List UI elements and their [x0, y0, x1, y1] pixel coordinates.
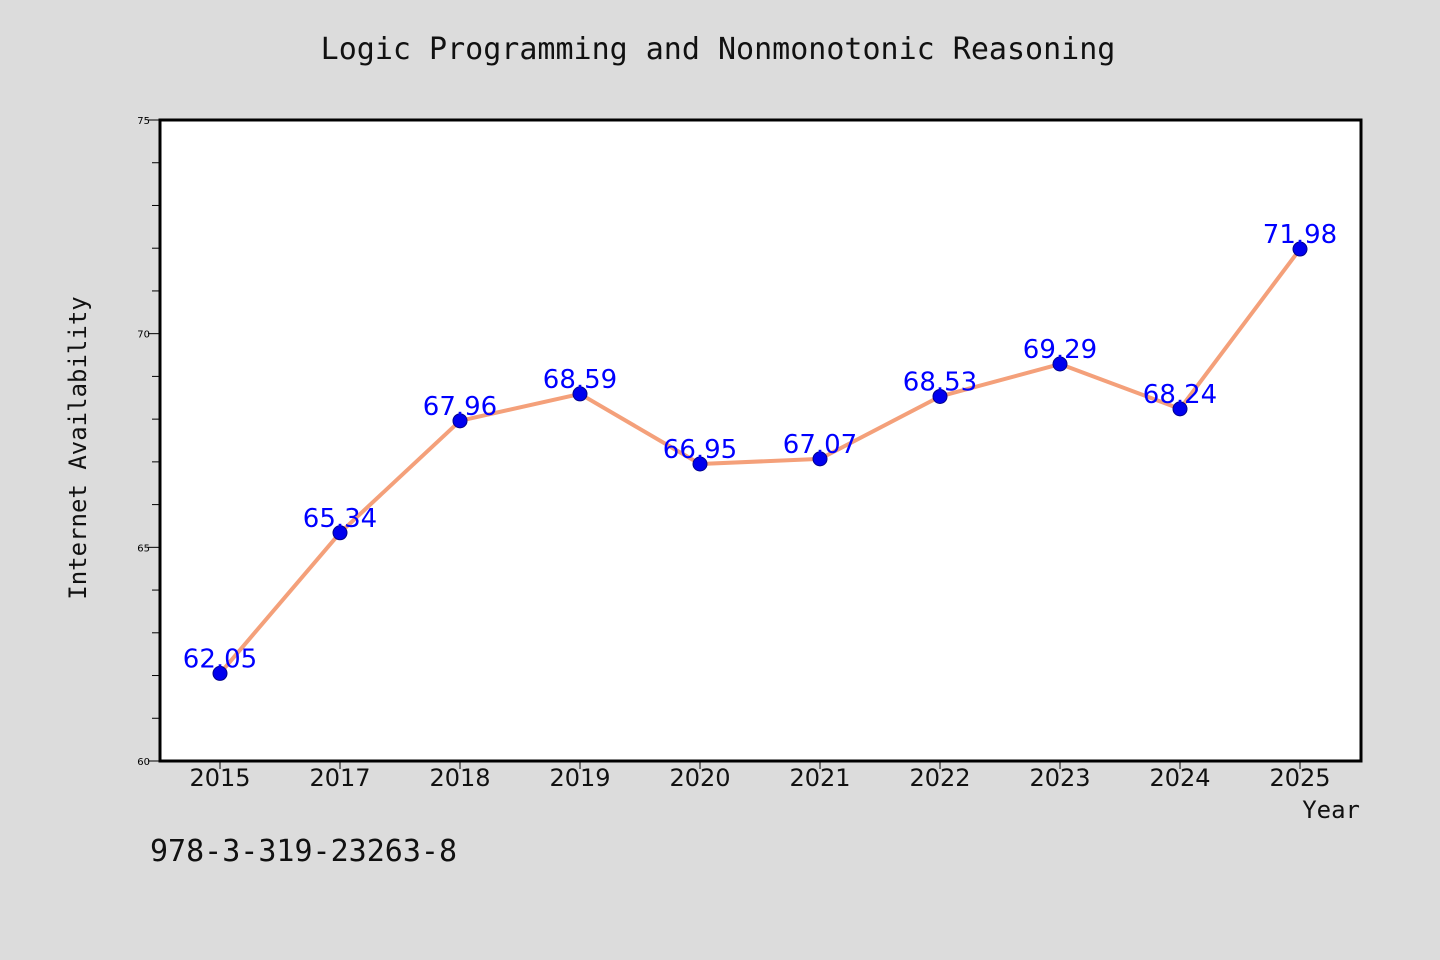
- data-label: 67.96: [423, 392, 497, 422]
- data-label: 68.53: [903, 367, 977, 397]
- y-tick-label: 75: [137, 116, 150, 127]
- data-label: 68.24: [1143, 380, 1217, 410]
- data-point: [812, 451, 828, 467]
- data-point: [932, 388, 948, 404]
- data-point: [1292, 241, 1308, 257]
- data-label: 68.59: [543, 365, 617, 395]
- x-axis-title: Year: [1302, 796, 1360, 824]
- x-tick-label: 2025: [1269, 764, 1330, 792]
- data-point: [332, 525, 348, 541]
- data-point: [572, 386, 588, 402]
- x-tick-label: 2024: [1149, 764, 1210, 792]
- isbn-note: 978-3-319-23263-8: [150, 834, 458, 869]
- data-label: 69.29: [1023, 335, 1097, 365]
- data-point: [452, 413, 468, 429]
- plot-area: [160, 120, 1361, 761]
- x-tick-label: 2017: [309, 764, 370, 792]
- x-tick-label: 2020: [669, 764, 730, 792]
- chart-title: Logic Programming and Nonmonotonic Reaso…: [320, 32, 1116, 67]
- data-point: [1052, 356, 1068, 372]
- data-label: 67.07: [783, 430, 857, 460]
- data-point: [692, 456, 708, 472]
- data-label: 71.98: [1263, 220, 1337, 250]
- y-tick-label: 70: [137, 330, 150, 341]
- x-tick-label: 2023: [1029, 764, 1090, 792]
- plot-frame: [158, 118, 1363, 763]
- data-label: 62.05: [183, 644, 257, 674]
- data-point: [1172, 401, 1188, 417]
- x-tick-label: 2015: [189, 764, 250, 792]
- x-tick-label: 2019: [549, 764, 610, 792]
- x-tick-label: 2022: [909, 764, 970, 792]
- y-axis-title: Internet Availability: [64, 296, 92, 600]
- data-label: 66.95: [663, 435, 737, 465]
- x-tick-label: 2018: [429, 764, 490, 792]
- data-label: 65.34: [303, 504, 377, 534]
- y-tick-label: 60: [137, 757, 150, 768]
- x-tick-label: 2021: [789, 764, 850, 792]
- data-point: [212, 665, 228, 681]
- y-tick-label: 65: [137, 543, 150, 554]
- series-line: [218, 247, 1302, 675]
